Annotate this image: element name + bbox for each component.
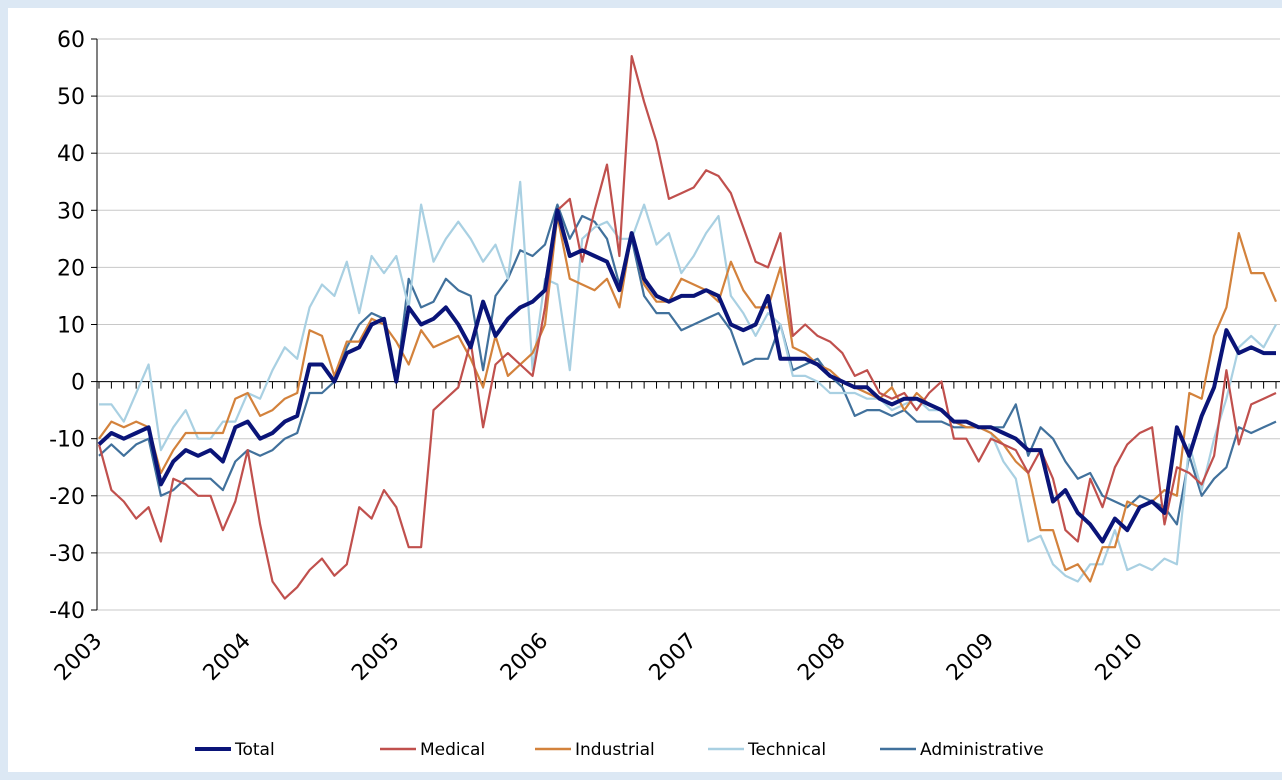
y-tick-label: -20 [49,485,85,510]
legend-label: Industrial [575,740,655,760]
y-tick-label: 50 [57,85,85,110]
series-line [99,180,1277,583]
y-tick-label: 0 [71,371,85,396]
legend-label: Total [234,740,275,760]
y-tick-label: -30 [49,542,85,567]
legend-label: Technical [747,740,826,760]
y-tick-label: -10 [49,428,85,453]
series-line [98,214,1278,583]
y-tick-label: -40 [49,599,85,624]
series-line [97,208,1276,544]
legend-label: Administrative [920,740,1044,760]
y-tick-label: 40 [57,142,85,167]
series-line [97,55,1277,600]
y-tick-label: 30 [57,199,85,224]
y-tick-label: 60 [57,28,85,53]
y-tick-label: 10 [57,314,85,339]
legend-label: Medical [420,740,485,760]
chart-area [8,8,1282,772]
y-tick-label: 20 [57,256,85,281]
series-line [98,203,1277,526]
